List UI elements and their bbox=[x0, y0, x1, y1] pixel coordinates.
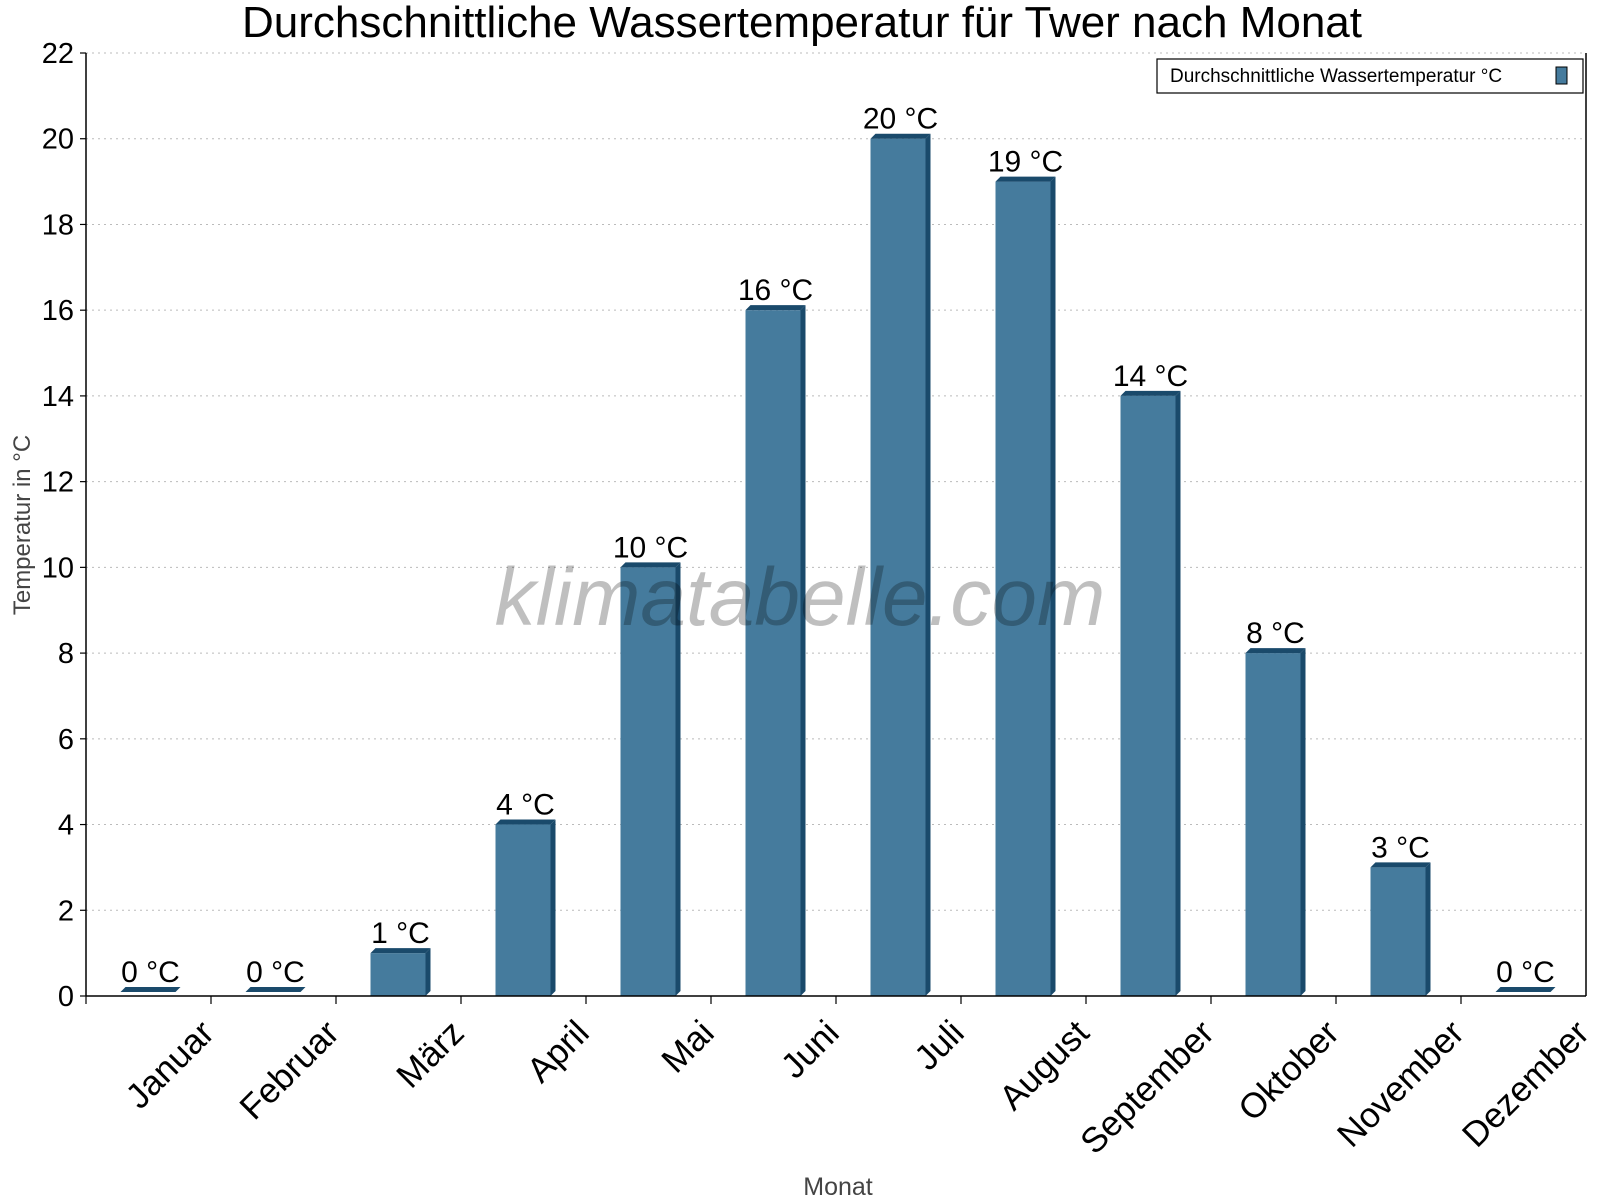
bar bbox=[995, 176, 1056, 996]
bar-top bbox=[495, 819, 556, 825]
data-label: 0 °C bbox=[121, 956, 180, 989]
bar-top bbox=[245, 987, 306, 992]
x-tick-label: Juni bbox=[774, 1013, 847, 1086]
y-tick-label: 20 bbox=[42, 124, 74, 156]
y-tick-label: 12 bbox=[42, 467, 74, 499]
bar-top bbox=[745, 305, 806, 311]
bar-side bbox=[425, 948, 431, 996]
bar-front bbox=[1120, 395, 1176, 997]
y-tick-label: 8 bbox=[58, 638, 74, 670]
bar-front bbox=[1245, 653, 1301, 996]
bar-top bbox=[620, 562, 681, 568]
data-label: 19 °C bbox=[988, 146, 1063, 179]
axes bbox=[80, 52, 1587, 1004]
data-label: 1 °C bbox=[371, 917, 430, 950]
bar-top bbox=[1495, 987, 1556, 992]
bar-side bbox=[925, 133, 931, 996]
y-tick-label: 14 bbox=[42, 381, 74, 413]
bar bbox=[370, 948, 431, 996]
y-tick-label: 2 bbox=[58, 895, 74, 927]
bar bbox=[495, 819, 556, 996]
y-tick-label: 10 bbox=[42, 552, 74, 584]
data-label: 14 °C bbox=[1113, 360, 1188, 393]
bar-side bbox=[800, 305, 806, 996]
x-tick-label: Februar bbox=[232, 1013, 346, 1127]
legend-label: Durchschnittliche Wassertemperatur °C bbox=[1170, 66, 1502, 87]
x-tick-label: Dezember bbox=[1455, 1013, 1597, 1155]
bar-side bbox=[1425, 862, 1431, 996]
legend: Durchschnittliche Wassertemperatur °C bbox=[1156, 58, 1584, 94]
x-tick-label: Mai bbox=[654, 1013, 721, 1080]
bar bbox=[245, 987, 306, 992]
x-tick-label: Januar bbox=[118, 1013, 221, 1116]
data-label: 0 °C bbox=[1496, 956, 1555, 989]
y-tick-label: 4 bbox=[58, 810, 74, 842]
x-tick-label: Oktober bbox=[1231, 1013, 1347, 1129]
bar-front bbox=[370, 953, 426, 996]
bar bbox=[1245, 648, 1306, 996]
bar-front bbox=[870, 138, 926, 996]
bar-side bbox=[1050, 176, 1056, 996]
data-label: 10 °C bbox=[613, 531, 688, 564]
y-tick-label: 0 bbox=[58, 981, 74, 1013]
bar-front bbox=[495, 824, 551, 996]
bar-top bbox=[370, 948, 431, 954]
bar-top bbox=[870, 133, 931, 139]
x-tick-label: Juli bbox=[907, 1013, 972, 1078]
y-tick-label: 6 bbox=[58, 724, 74, 756]
y-axis-label: Temperatur in °C bbox=[9, 435, 36, 615]
x-tick-label: März bbox=[389, 1013, 472, 1096]
bar-side bbox=[1175, 390, 1181, 997]
bar bbox=[1495, 987, 1556, 992]
data-label: 16 °C bbox=[738, 274, 813, 307]
bar-front bbox=[1370, 867, 1426, 996]
y-tick-label: 18 bbox=[42, 209, 74, 241]
y-tick-labels: 0 2 4 6 8 10 12 14 16 18 20 22 bbox=[42, 38, 74, 1013]
bar bbox=[120, 987, 181, 992]
data-label: 8 °C bbox=[1246, 617, 1305, 650]
x-tick-label: April bbox=[520, 1013, 597, 1090]
y-tick-label: 22 bbox=[42, 38, 74, 70]
bar-front bbox=[745, 310, 801, 996]
bars bbox=[120, 133, 1556, 997]
x-tick-labels: Januar Februar März April Mai Juni Juli AugustS… bbox=[118, 1013, 1596, 1162]
bar-side bbox=[675, 562, 681, 996]
watermark: klimatabelle.com bbox=[495, 552, 1106, 643]
bar-top bbox=[120, 987, 181, 992]
bar bbox=[1120, 390, 1181, 997]
data-label: 3 °C bbox=[1371, 831, 1430, 864]
bar-side bbox=[550, 819, 556, 996]
bar bbox=[870, 133, 931, 996]
bar bbox=[620, 562, 681, 996]
x-tick-label: September bbox=[1073, 1013, 1222, 1162]
bar-front bbox=[620, 567, 676, 996]
grid-lines bbox=[86, 52, 1586, 911]
data-label: 4 °C bbox=[496, 789, 555, 822]
bar bbox=[1370, 862, 1431, 996]
bar-top bbox=[1370, 862, 1431, 868]
y-tick-label: 16 bbox=[42, 295, 74, 327]
bar bbox=[745, 305, 806, 996]
data-label: 20 °C bbox=[863, 103, 938, 136]
legend-swatch bbox=[1555, 66, 1568, 85]
x-tick-label: November bbox=[1330, 1013, 1472, 1155]
bar-top bbox=[1245, 648, 1306, 654]
x-axis-label: Monat bbox=[803, 1173, 873, 1200]
bar-top bbox=[995, 176, 1056, 182]
data-label: 0 °C bbox=[246, 956, 305, 989]
legend-box bbox=[1156, 58, 1584, 94]
bar-top bbox=[1120, 390, 1181, 396]
chart-title: Durchschnittliche Wassertemperatur für T… bbox=[242, 0, 1362, 47]
bar-front bbox=[995, 181, 1051, 996]
x-tick-label: August bbox=[992, 1013, 1097, 1118]
data-labels: 0 °C 0 °C 1 °C 4 °C 10 °C 16 °C 20 °C 19 °C 14 °… bbox=[121, 103, 1555, 989]
bar-side bbox=[1300, 648, 1306, 996]
